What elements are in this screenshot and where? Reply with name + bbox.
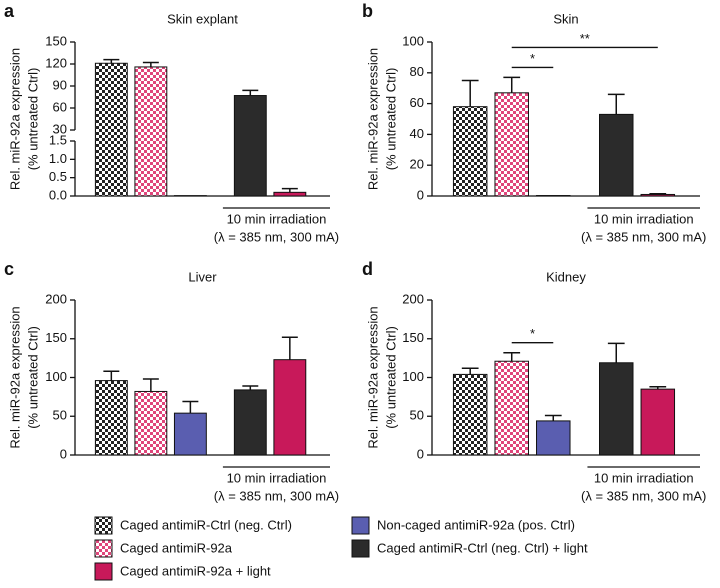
- error-bar: [503, 351, 521, 362]
- y-tick-label: 60: [410, 95, 424, 110]
- y-axis-label: (% untreated Ctrl): [25, 326, 40, 429]
- y-tick-label: 150: [402, 330, 424, 345]
- error-bar: [607, 93, 625, 115]
- annotation: 10 min irradiation: [594, 470, 694, 485]
- legend-label: Caged antimiR-92a: [120, 540, 233, 555]
- bar: [452, 373, 488, 456]
- error-bar: [103, 370, 120, 381]
- legend-swatch: [351, 539, 370, 558]
- error-bar: [242, 385, 259, 390]
- legend-label: Caged antimiR-Ctrl (neg. Ctrl): [120, 517, 292, 532]
- error-bar: [649, 386, 667, 390]
- annotation: 10 min irradiation: [227, 211, 327, 226]
- error-bar: [461, 79, 479, 107]
- y-tick-label: 30: [53, 121, 67, 136]
- error-bar: [461, 367, 479, 375]
- bar: [494, 360, 529, 456]
- legend-label: Non-caged antimiR-92a (pos. Ctrl): [377, 517, 575, 532]
- bar: [94, 62, 128, 197]
- bar: [173, 412, 207, 456]
- y-axis-label: (% untreated Ctrl): [383, 68, 398, 171]
- bar: [640, 388, 676, 456]
- y-tick-label: 80: [410, 64, 424, 79]
- y-tick-label: 100: [45, 369, 67, 384]
- error-bar: [182, 400, 199, 414]
- annotation: (λ = 385 nm, 300 mA): [214, 229, 339, 244]
- y-tick-label: 1.0: [49, 151, 67, 166]
- y-tick-label: 120: [45, 55, 67, 70]
- legend-label: Caged antimiR-92a + light: [120, 563, 271, 578]
- annotation: (λ = 385 nm, 300 mA): [581, 229, 706, 244]
- y-tick-label: 200: [45, 291, 67, 306]
- error-bar: [544, 414, 562, 421]
- significance-label: **: [580, 31, 590, 46]
- legend-swatch: [94, 516, 113, 535]
- y-tick-label: 0.5: [49, 169, 67, 184]
- annotation: (λ = 385 nm, 300 mA): [214, 488, 339, 503]
- y-tick-label: 50: [53, 408, 67, 423]
- annotation: 10 min irradiation: [594, 211, 694, 226]
- legend-label: Caged antimiR-Ctrl (neg. Ctrl) + light: [377, 540, 588, 555]
- panel-title: Liver: [188, 269, 217, 284]
- y-axis-label: Rel. miR-92a expression: [7, 48, 22, 190]
- y-axis-label: (% untreated Ctrl): [25, 68, 40, 171]
- panel-letter: a: [4, 1, 15, 21]
- significance-label: *: [530, 51, 535, 66]
- y-axis-label: (% untreated Ctrl): [383, 326, 398, 429]
- y-tick-label: 150: [45, 330, 67, 345]
- error-bar: [281, 187, 298, 193]
- bar: [134, 390, 168, 456]
- y-tick-label: 90: [53, 77, 67, 92]
- bar: [233, 95, 267, 197]
- bar: [599, 362, 634, 456]
- error-bar: [242, 89, 259, 96]
- panel-title: Skin explant: [167, 11, 238, 26]
- panel-letter: d: [362, 259, 373, 279]
- y-axis-label: Rel. miR-92a expression: [365, 306, 380, 448]
- error-bar: [649, 192, 667, 195]
- legend-swatch: [94, 539, 113, 558]
- error-bar: [142, 61, 159, 67]
- bar: [233, 389, 267, 456]
- y-tick-label: 0: [417, 187, 424, 202]
- y-tick-label: 50: [410, 408, 424, 423]
- bar: [134, 66, 168, 197]
- y-axis-label: Rel. miR-92a expression: [365, 48, 380, 190]
- y-tick-label: 0: [417, 446, 424, 461]
- y-tick-label: 0.0: [49, 187, 67, 202]
- bar: [536, 420, 571, 456]
- error-bar: [142, 378, 159, 392]
- legend-swatch: [94, 562, 113, 581]
- legend-swatch: [351, 516, 370, 535]
- y-axis-label: Rel. miR-92a expression: [7, 306, 22, 448]
- bar: [273, 191, 307, 197]
- bar: [640, 193, 676, 197]
- y-tick-label: 60: [53, 99, 67, 114]
- y-tick-label: 0: [60, 446, 67, 461]
- y-tick-label: 40: [410, 126, 424, 141]
- bar: [452, 106, 488, 197]
- bar: [273, 359, 307, 456]
- y-tick-label: 1.5: [49, 132, 67, 147]
- panel-letter: c: [4, 259, 14, 279]
- bar: [94, 380, 128, 456]
- annotation: 10 min irradiation: [227, 470, 327, 485]
- bar: [494, 92, 529, 197]
- panel-title: Kidney: [546, 269, 586, 284]
- error-bar: [607, 342, 625, 363]
- y-tick-label: 100: [402, 369, 424, 384]
- significance-label: *: [530, 326, 535, 341]
- bar: [599, 113, 634, 197]
- error-bar: [281, 336, 298, 360]
- error-bar: [103, 58, 120, 64]
- panel-letter: b: [362, 1, 373, 21]
- panel-title: Skin: [553, 11, 578, 26]
- y-tick-label: 100: [402, 33, 424, 48]
- y-tick-label: 20: [410, 157, 424, 172]
- y-tick-label: 200: [402, 291, 424, 306]
- y-tick-label: 150: [45, 33, 67, 48]
- error-bar: [503, 76, 521, 93]
- annotation: (λ = 385 nm, 300 mA): [581, 488, 706, 503]
